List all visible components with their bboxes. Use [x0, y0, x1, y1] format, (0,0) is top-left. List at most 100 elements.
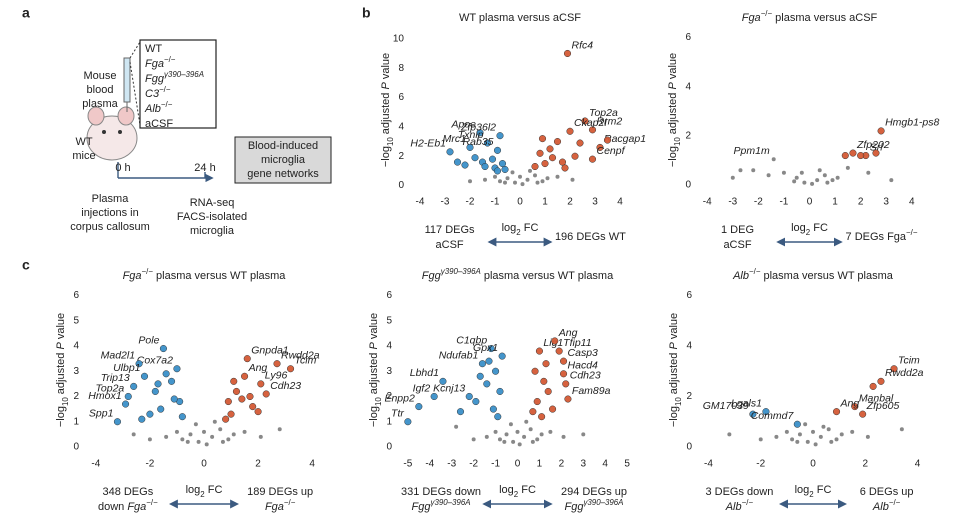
- data-point: [818, 434, 823, 439]
- data-point: [830, 178, 835, 183]
- data-point: [829, 439, 834, 444]
- data-point: [797, 432, 802, 437]
- data-point: [793, 420, 801, 428]
- x-axis-label: log2 FC: [791, 222, 828, 237]
- data-point: [131, 432, 136, 437]
- text-run: value: [668, 313, 680, 342]
- x-tick-label: 0: [517, 197, 523, 208]
- x-axis-label: log2 FC: [502, 222, 539, 237]
- data-point: [249, 403, 257, 411]
- data-point: [531, 162, 539, 171]
- gene-label: Cox7a2: [137, 355, 173, 367]
- deg-note: Fga−/−: [265, 498, 296, 513]
- gene-label: Ly96: [265, 370, 288, 382]
- text-run: 2: [514, 490, 518, 499]
- deg-note: 196 DEGs WT: [555, 231, 626, 243]
- y-tick-label: 2: [686, 391, 692, 402]
- data-point: [603, 136, 612, 144]
- mice-label: WT: [75, 136, 92, 148]
- data-point: [538, 413, 546, 421]
- data-point: [481, 162, 489, 171]
- x-tick-label: -3: [441, 197, 450, 208]
- condition-label: Alb−/−: [144, 100, 173, 115]
- x-tick-label: 4: [909, 197, 915, 208]
- data-point: [751, 168, 756, 173]
- data-point: [570, 177, 575, 182]
- text-run: −/−: [284, 498, 296, 507]
- x-tick-label: 3: [580, 459, 586, 470]
- data-point: [766, 173, 771, 178]
- gene-label: Apoe: [450, 119, 476, 131]
- data-point: [810, 181, 815, 186]
- data-point: [218, 427, 223, 432]
- deg-note: aCSF: [723, 239, 751, 251]
- data-point: [528, 168, 532, 173]
- data-point: [258, 434, 263, 439]
- deg-note: 331 DEGs down: [401, 486, 481, 498]
- gene-label: Ang: [840, 397, 860, 409]
- text-run: 10: [673, 137, 682, 146]
- gene-label: Rab35: [463, 136, 494, 148]
- text-run: −/−: [742, 498, 754, 507]
- text-run: log: [186, 484, 201, 496]
- data-point: [185, 439, 190, 444]
- text-run: Alb: [732, 270, 749, 282]
- text-run: 6 DEGs up: [860, 486, 914, 498]
- y-axis-label: −log10 adjusted P value: [55, 313, 70, 427]
- data-point: [154, 380, 162, 388]
- panel-label: b: [362, 5, 371, 21]
- text-run: aCSF: [145, 118, 173, 130]
- y-tick-label: 8: [398, 63, 404, 74]
- data-point: [196, 439, 201, 444]
- text-run: γ390–396A: [430, 498, 470, 507]
- data-point: [562, 380, 570, 388]
- data-point: [548, 429, 553, 434]
- data-point: [525, 177, 530, 182]
- gene-label: Hmox1: [88, 390, 121, 402]
- data-point: [530, 439, 535, 444]
- data-point: [549, 405, 557, 413]
- text-run: plasma versus aCSF: [772, 12, 877, 24]
- data-point: [515, 429, 520, 434]
- text-run: Fga: [265, 501, 284, 513]
- deg-note: Alb−/−: [872, 498, 901, 513]
- text-run: −/−: [161, 100, 173, 109]
- gene-label: Hacd4: [568, 360, 599, 372]
- data-point: [564, 395, 572, 403]
- y-tick-label: 0: [386, 442, 392, 453]
- data-point: [520, 182, 525, 187]
- data-point: [781, 170, 786, 175]
- data-point: [546, 145, 554, 153]
- data-point: [524, 419, 529, 424]
- data-point: [468, 179, 472, 184]
- data-point: [493, 146, 502, 154]
- data-point: [528, 427, 533, 432]
- data-point: [877, 377, 885, 385]
- gene-label: Ndufab1: [439, 349, 479, 361]
- gene-label: Mad2l1: [101, 349, 135, 361]
- text-run: −/−: [164, 55, 176, 64]
- data-point: [522, 434, 527, 439]
- text-run: 10: [386, 137, 395, 146]
- gene-label: Ang: [558, 327, 578, 339]
- text-run: −/−: [146, 498, 158, 507]
- data-point: [472, 397, 480, 406]
- data-point: [774, 434, 779, 439]
- gene-label: Tcim: [295, 355, 317, 367]
- data-point: [553, 138, 562, 146]
- data-point: [226, 437, 231, 442]
- deg-note: 1 DEG: [721, 224, 754, 236]
- text-run: Fgg: [145, 73, 165, 85]
- text-run: log: [791, 222, 806, 234]
- data-point: [453, 158, 462, 166]
- data-point: [889, 178, 894, 183]
- caption: microglia: [190, 225, 235, 237]
- text-run: −/−: [159, 85, 171, 94]
- deg-note: 294 DEGs up: [561, 486, 627, 498]
- x-tick-label: 2: [567, 197, 573, 208]
- data-point: [193, 422, 198, 427]
- y-tick-label: 6: [686, 290, 692, 301]
- data-point: [246, 392, 254, 401]
- text-run: WT plasma versus aCSF: [459, 12, 581, 24]
